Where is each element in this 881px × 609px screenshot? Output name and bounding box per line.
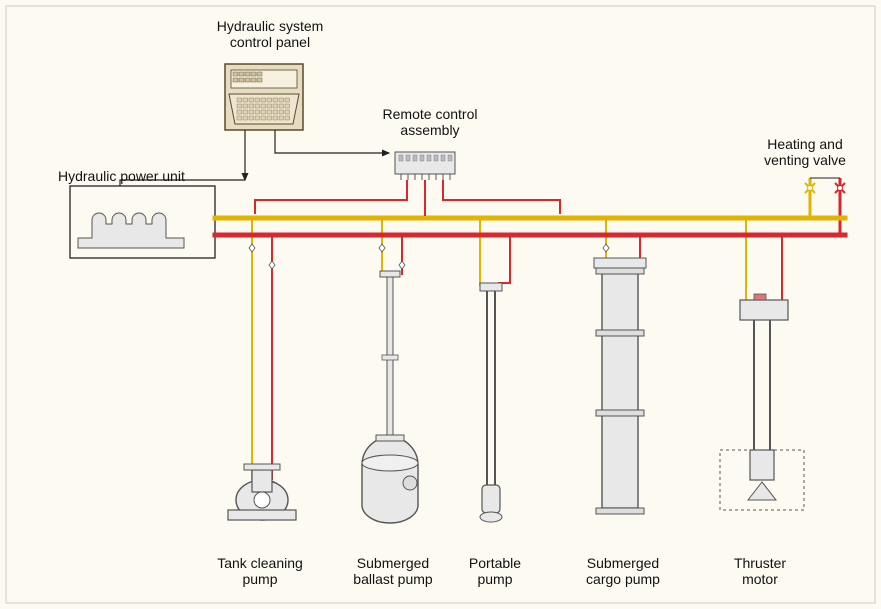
hydraulic-system-diagram: { "canvas": { "width": 881, "height": 60… <box>0 0 881 609</box>
label-cargo: Submergedcargo pump <box>568 555 678 587</box>
label-portable: Portablepump <box>445 555 545 587</box>
label-ballast: Submergedballast pump <box>338 555 448 587</box>
label-tank-clean: Tank cleaningpump <box>205 555 315 587</box>
label-thruster: Thrustermotor <box>710 555 810 587</box>
label-heating: Heating andventing valve <box>740 136 870 168</box>
label-hpu: Hydraulic power unit <box>58 168 218 184</box>
label-control-panel: Hydraulic systemcontrol panel <box>200 18 340 50</box>
label-remote: Remote controlassembly <box>370 106 490 138</box>
diagram-svg <box>0 0 881 609</box>
